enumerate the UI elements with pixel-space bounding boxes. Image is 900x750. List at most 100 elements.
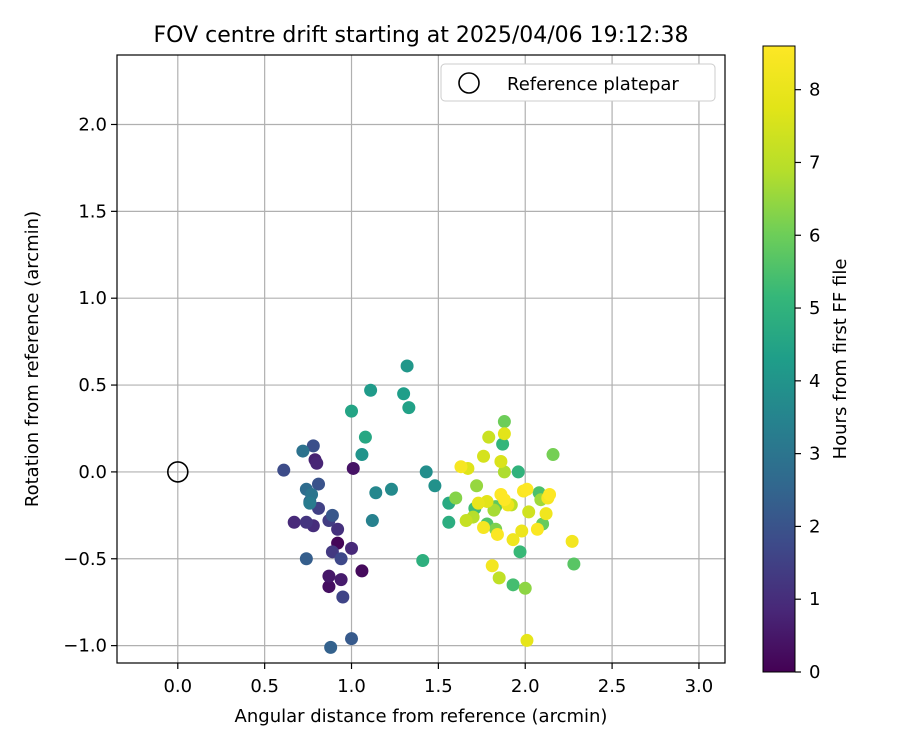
scatter-point bbox=[567, 557, 581, 571]
scatter-point bbox=[334, 552, 348, 566]
scatter-point bbox=[497, 465, 511, 479]
scatter-point bbox=[369, 486, 383, 500]
scatter-point bbox=[325, 508, 339, 522]
scatter-point bbox=[325, 545, 339, 559]
colorbar-label: Hours from first FF file bbox=[830, 259, 851, 460]
legend-box bbox=[440, 63, 716, 102]
scatter-point bbox=[306, 439, 320, 453]
scatter-point bbox=[477, 449, 491, 463]
scatter-point bbox=[449, 491, 463, 505]
scatter-point bbox=[546, 448, 560, 462]
plot-area-frame bbox=[116, 54, 726, 664]
scatter-point bbox=[459, 514, 473, 528]
scatter-point bbox=[494, 454, 508, 468]
scatter-point bbox=[496, 437, 510, 451]
scatter-point bbox=[470, 479, 484, 493]
y-tick-label: −1.0 bbox=[63, 636, 107, 657]
scatter-point bbox=[487, 503, 501, 517]
grid-lines bbox=[117, 55, 725, 663]
colorbar-tick-label: 7 bbox=[809, 152, 820, 173]
scatter-point bbox=[428, 479, 442, 493]
scatter-point bbox=[515, 524, 529, 538]
colorbar-tick-label: 5 bbox=[809, 298, 820, 319]
scatter-point bbox=[490, 527, 504, 541]
x-tick-label: 2.5 bbox=[598, 676, 627, 697]
scatter-point bbox=[322, 580, 336, 594]
scatter-point bbox=[324, 640, 338, 654]
reference-platepar-marker bbox=[167, 461, 189, 483]
scatter-point bbox=[442, 515, 456, 529]
scatter-point bbox=[299, 515, 313, 529]
scatter-point bbox=[492, 571, 506, 585]
x-tick-label: 3.0 bbox=[685, 676, 714, 697]
legend-entry-reference-platepar: Reference platepar bbox=[507, 74, 679, 95]
colorbar-tick-label: 2 bbox=[809, 516, 820, 537]
scatter-point bbox=[322, 569, 336, 583]
scatter-point bbox=[287, 515, 301, 529]
scatter-point bbox=[511, 465, 525, 479]
scatter-point bbox=[364, 383, 378, 397]
legend-reference-marker bbox=[458, 72, 480, 94]
x-tick-label: 0.5 bbox=[250, 676, 279, 697]
scatter-point bbox=[485, 559, 499, 573]
colorbar-tick-label: 3 bbox=[809, 444, 820, 465]
scatter-points bbox=[167, 359, 581, 654]
legend: Reference platepar bbox=[440, 63, 716, 102]
scatter-point bbox=[518, 581, 532, 595]
colorbar-tick-label: 8 bbox=[809, 80, 820, 101]
scatter-point bbox=[497, 493, 511, 507]
x-tick-label: 1.0 bbox=[337, 676, 366, 697]
scatter-point bbox=[397, 387, 411, 401]
y-tick-label: 1.0 bbox=[78, 288, 107, 309]
scatter-point bbox=[497, 427, 511, 441]
scatter-point bbox=[331, 522, 345, 536]
scatter-point bbox=[345, 541, 359, 555]
scatter-point bbox=[336, 590, 350, 604]
scatter-point bbox=[506, 533, 520, 547]
scatter-point bbox=[522, 505, 536, 519]
x-tick-label: 0.0 bbox=[163, 676, 192, 697]
scatter-point bbox=[384, 482, 398, 496]
scatter-point bbox=[513, 545, 527, 559]
scatter-point bbox=[454, 460, 468, 474]
colorbar bbox=[762, 45, 796, 673]
scatter-point bbox=[312, 477, 326, 491]
colorbar-ticks: 0 1 2 3 4 5 6 7 8 bbox=[795, 80, 820, 683]
scatter-point bbox=[299, 552, 313, 566]
scatter-point bbox=[277, 463, 291, 477]
colorbar-tick-label: 6 bbox=[809, 225, 820, 246]
scatter-point bbox=[296, 444, 310, 458]
scatter-point bbox=[471, 496, 485, 510]
scatter-point bbox=[358, 430, 372, 444]
y-tick-label: −0.5 bbox=[63, 549, 107, 570]
scatter-point bbox=[345, 632, 359, 646]
scatter-point bbox=[497, 415, 511, 429]
scatter-point bbox=[543, 487, 557, 501]
scatter-point bbox=[419, 465, 433, 479]
scatter-point bbox=[565, 534, 579, 548]
y-tick-label: 0.0 bbox=[78, 462, 107, 483]
scatter-point bbox=[416, 554, 430, 568]
y-tick-label: 0.5 bbox=[78, 375, 107, 396]
y-tick-label: 2.0 bbox=[78, 114, 107, 135]
scatter-point bbox=[310, 456, 324, 470]
scatter-point bbox=[506, 578, 520, 592]
x-axis-ticks: 0.0 0.5 1.0 1.5 2.0 2.5 3.0 bbox=[163, 663, 713, 697]
colorbar-tick-label: 0 bbox=[809, 662, 820, 683]
scatter-point bbox=[365, 514, 379, 528]
scatter-point bbox=[334, 573, 348, 587]
colorbar-tick-label: 1 bbox=[809, 589, 820, 610]
scatter-point bbox=[482, 430, 496, 444]
scatter-point bbox=[520, 482, 534, 496]
y-axis-label: Rotation from reference (arcmin) bbox=[22, 211, 43, 507]
scatter-point bbox=[303, 496, 317, 510]
chart-title: FOV centre drift starting at 2025/04/06 … bbox=[154, 23, 689, 48]
x-axis-label: Angular distance from reference (arcmin) bbox=[235, 706, 608, 727]
scatter-point bbox=[345, 404, 359, 418]
colorbar-tick-label: 4 bbox=[809, 371, 820, 392]
x-tick-label: 1.5 bbox=[424, 676, 453, 697]
scatter-point bbox=[530, 522, 544, 536]
scatter-point bbox=[355, 448, 369, 462]
y-tick-label: 1.5 bbox=[78, 201, 107, 222]
